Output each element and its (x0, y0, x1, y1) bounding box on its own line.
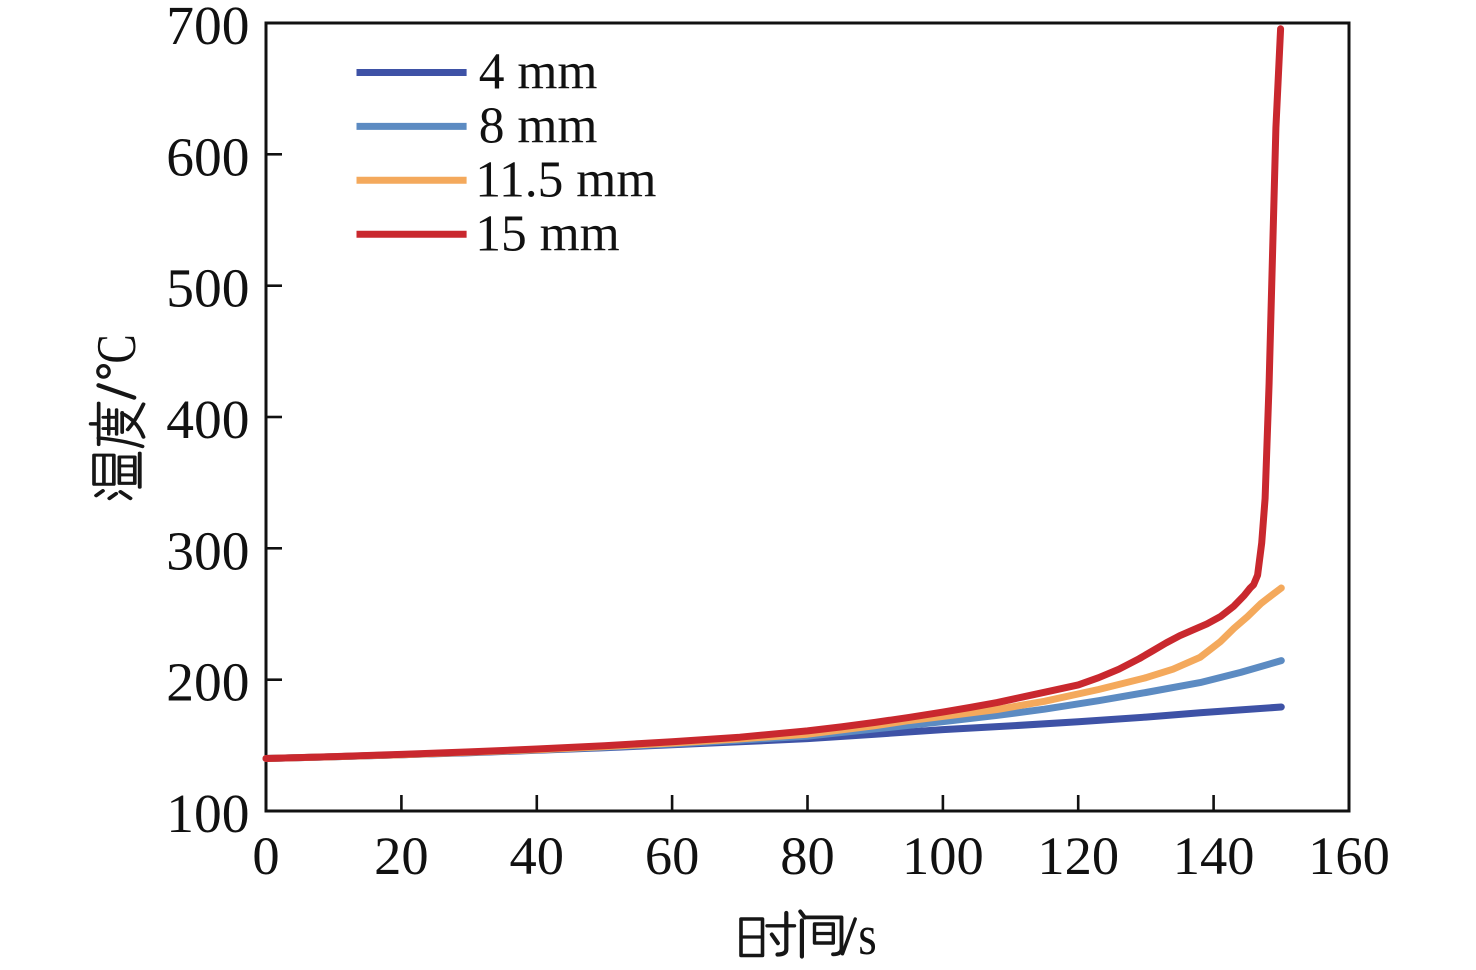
svg-text:0: 0 (252, 825, 279, 886)
svg-text:60: 60 (645, 825, 700, 886)
svg-text:160: 160 (1308, 825, 1390, 886)
svg-text:200: 200 (166, 653, 249, 714)
svg-text:140: 140 (1173, 825, 1255, 886)
svg-text:100: 100 (166, 784, 249, 845)
svg-text:500: 500 (166, 259, 249, 320)
svg-text:80: 80 (780, 825, 835, 886)
svg-text:15 mm: 15 mm (475, 205, 620, 262)
svg-text:20: 20 (374, 825, 429, 886)
svg-text:400: 400 (166, 390, 249, 451)
svg-text:8 mm: 8 mm (479, 97, 598, 154)
svg-text:s: s (858, 906, 877, 967)
svg-text:700: 700 (166, 0, 249, 57)
svg-text:600: 600 (166, 127, 249, 188)
svg-text:300: 300 (166, 521, 249, 582)
svg-text:40: 40 (510, 825, 565, 886)
svg-text:120: 120 (1037, 825, 1119, 886)
svg-text:100: 100 (902, 825, 984, 886)
svg-text:4 mm: 4 mm (479, 44, 598, 101)
svg-text:C: C (85, 334, 147, 363)
svg-text:11.5 mm: 11.5 mm (475, 151, 656, 208)
